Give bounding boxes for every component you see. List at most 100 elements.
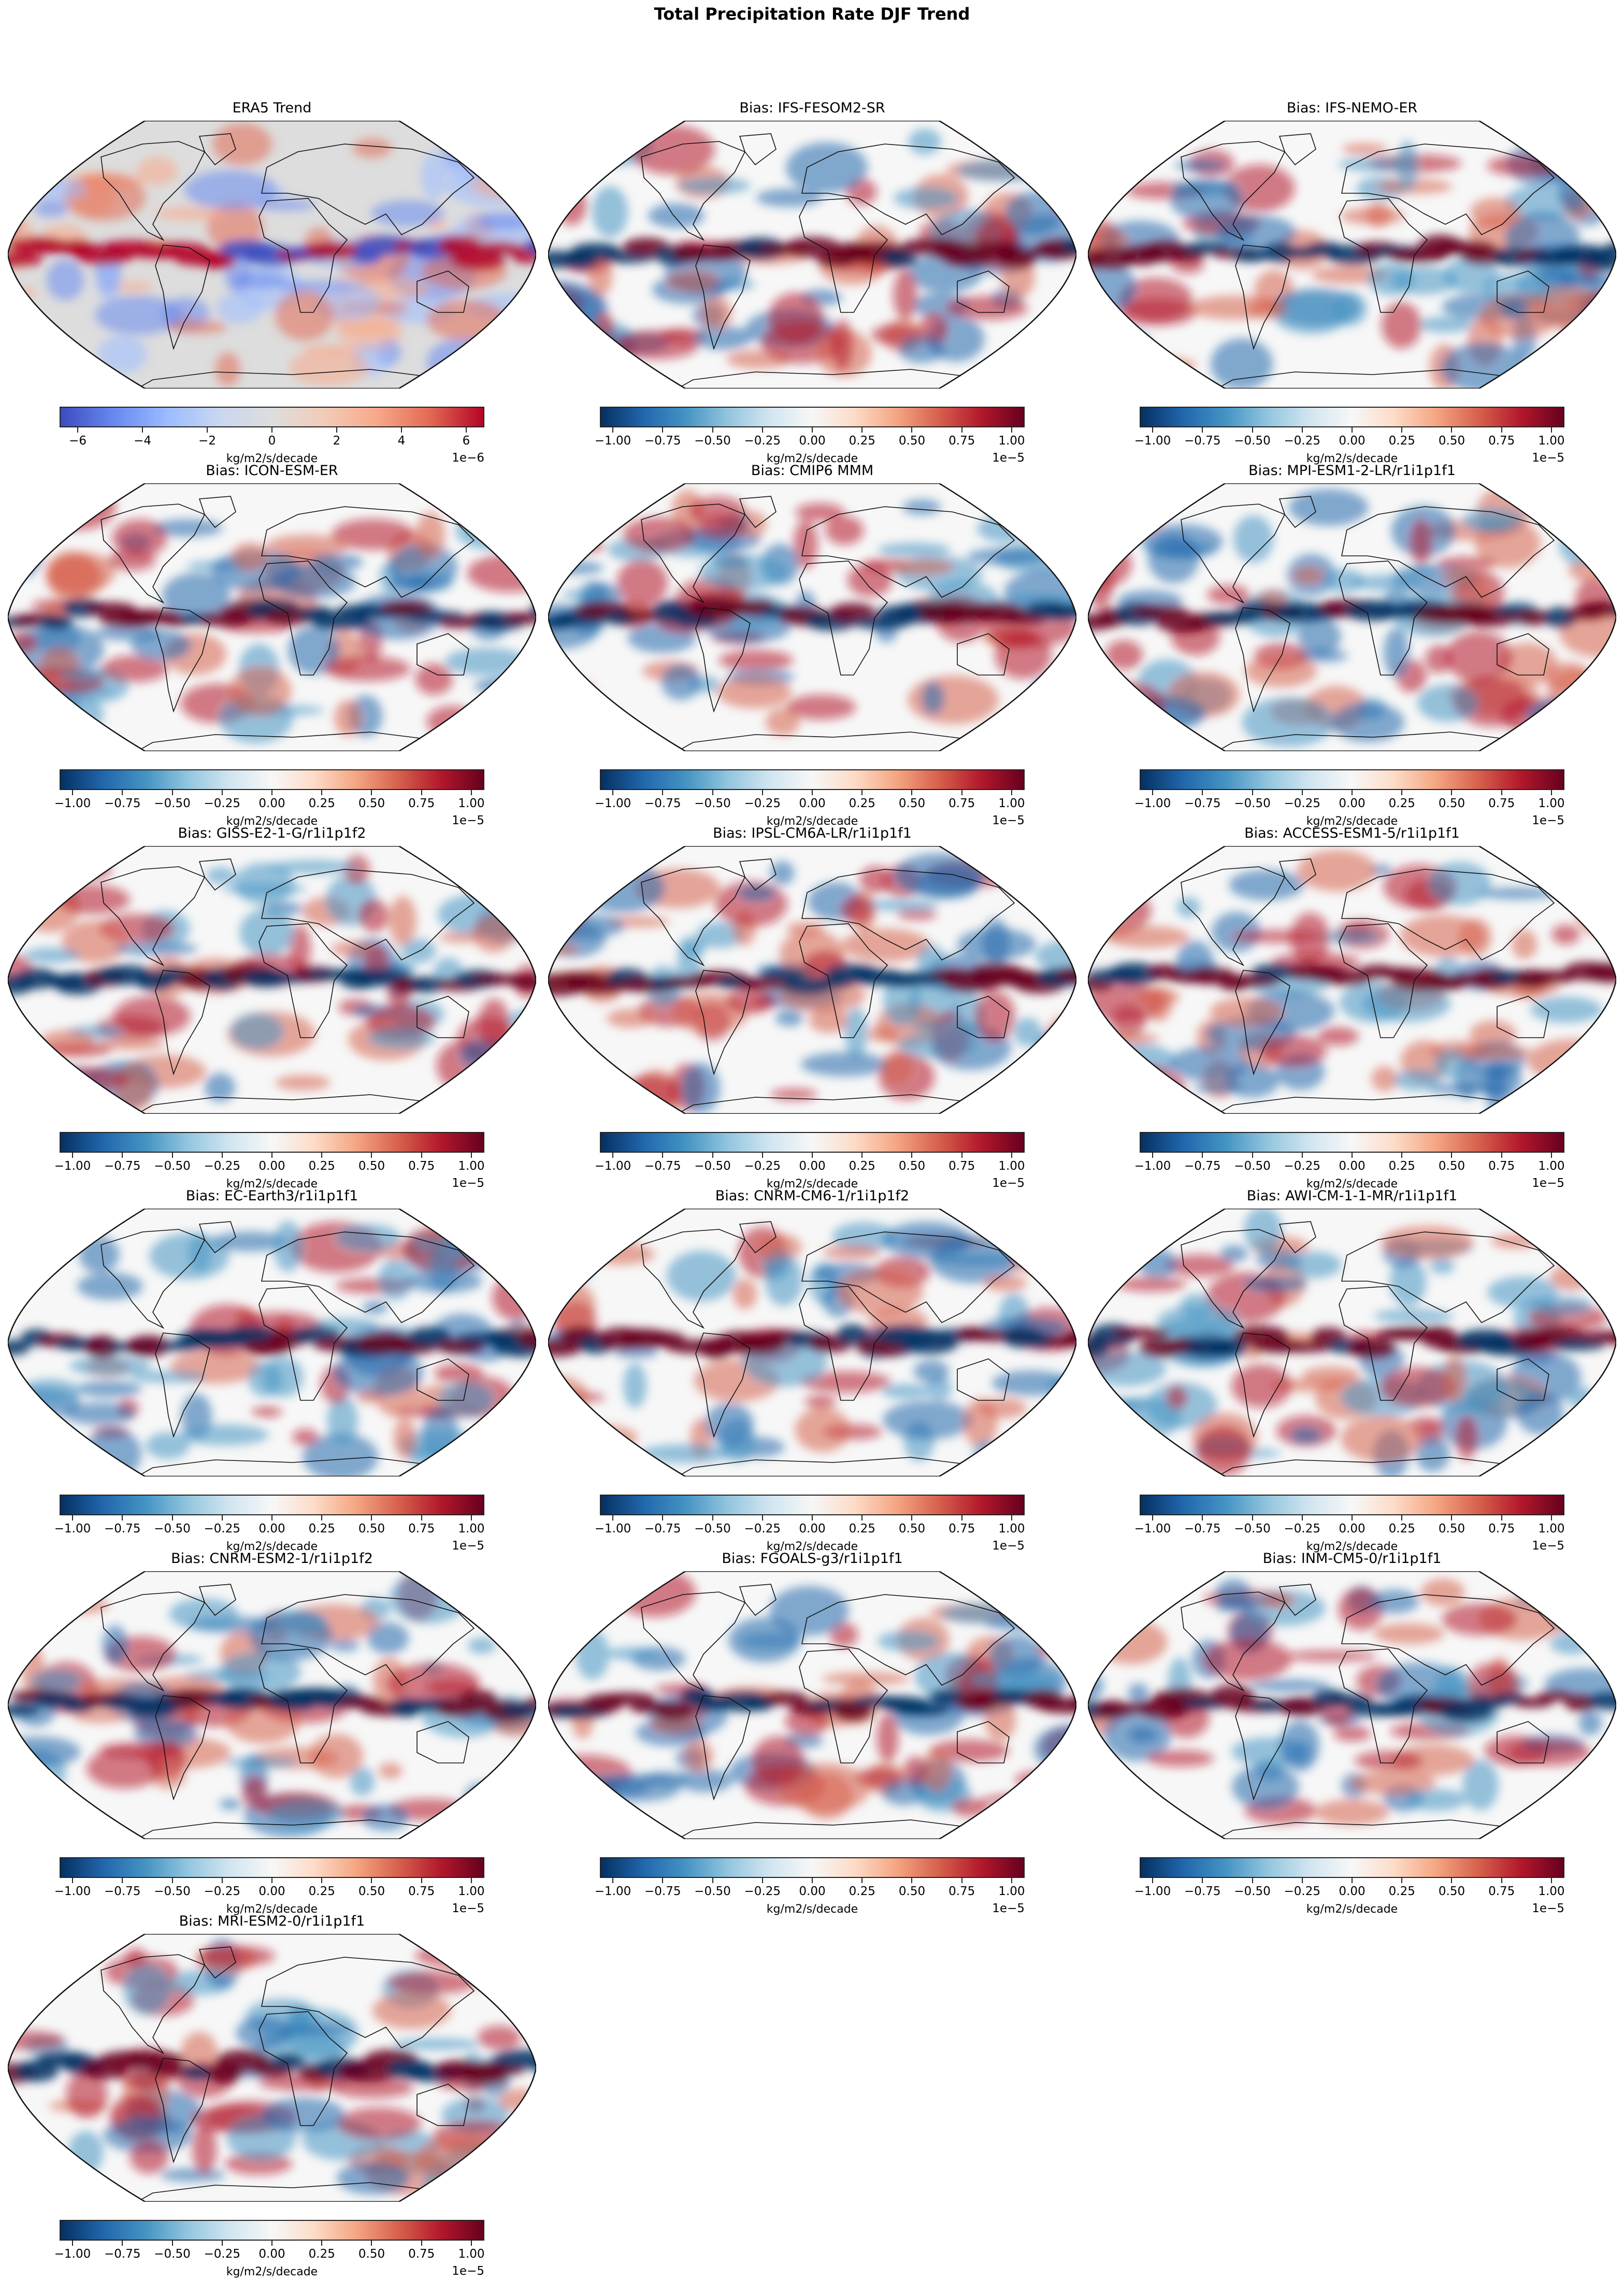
colorbar-tick xyxy=(1152,427,1154,433)
colorbar-tick xyxy=(421,2241,422,2246)
colorbar-offset-text: 1e−5 xyxy=(992,814,1025,827)
colorbar-tick-label: −0.25 xyxy=(744,797,781,810)
field-blob xyxy=(586,1243,655,1265)
colorbar-tick-label: −0.50 xyxy=(1234,1522,1271,1536)
colorbar xyxy=(1140,407,1564,427)
colorbar-tick-label: −1.00 xyxy=(1134,1885,1171,1898)
field-blob xyxy=(832,1222,896,1252)
field-blob xyxy=(224,1757,297,1768)
colorbar-offset-text: 1e−5 xyxy=(992,1539,1025,1553)
colorbar-tick xyxy=(1252,790,1253,795)
colorbar-tick-label: −0.50 xyxy=(154,2247,191,2261)
colorbar-tick xyxy=(1011,790,1012,795)
field-blob xyxy=(476,1954,519,1967)
field-blob xyxy=(563,589,604,600)
field-blob xyxy=(167,320,227,334)
itcz-blob xyxy=(304,242,365,259)
field-blob xyxy=(1415,1436,1450,1472)
field-blob xyxy=(269,860,359,874)
field-blob xyxy=(1352,575,1421,591)
field-blob xyxy=(8,520,39,572)
field-blob xyxy=(1564,1584,1616,1615)
colorbar-tick xyxy=(122,2241,123,2246)
colorbar-tick xyxy=(1550,427,1552,433)
colorbar-tick-label: −0.75 xyxy=(104,1885,141,1898)
field-blob xyxy=(371,200,444,227)
field-blob xyxy=(275,290,335,341)
field-blob xyxy=(10,2165,89,2195)
colorbar-tick xyxy=(1202,427,1203,433)
field-blob xyxy=(50,1067,131,1091)
colorbar-tick-label: −0.50 xyxy=(154,1522,191,1536)
field-blob xyxy=(1175,160,1226,172)
field-blob xyxy=(269,1798,344,1830)
field-blob xyxy=(1568,167,1616,182)
field-blob xyxy=(204,1072,236,1102)
map-frame xyxy=(1088,1571,1616,1839)
field-blob xyxy=(1405,565,1435,577)
field-blob xyxy=(1292,567,1325,584)
colorbar-tick-label: 0.75 xyxy=(948,434,975,448)
field-blob xyxy=(913,1359,950,1383)
colorbar-label: kg/m2/s/decade xyxy=(226,1178,318,1190)
field-blob xyxy=(678,936,707,957)
field-blob xyxy=(770,1088,817,1101)
field-blob xyxy=(337,2107,422,2140)
field-blob xyxy=(58,1584,81,1603)
field-blob xyxy=(48,552,116,592)
colorbar-offset-text: 1e−5 xyxy=(992,451,1025,465)
field-blob xyxy=(1219,1245,1248,1263)
colorbar-tick xyxy=(961,427,962,433)
colorbar-tick-label: 0.25 xyxy=(1388,434,1415,448)
colorbar xyxy=(600,1857,1025,1878)
field-blob xyxy=(368,1027,435,1049)
field-blob xyxy=(681,1063,721,1113)
field-blob xyxy=(1534,1296,1592,1315)
field-blob xyxy=(1506,1739,1591,1766)
field-blob xyxy=(248,1361,282,1397)
field-blob xyxy=(732,1279,757,1310)
field-blob xyxy=(206,867,236,884)
field-blob xyxy=(392,2038,480,2050)
field-blob xyxy=(98,335,147,374)
field-blob xyxy=(289,350,369,386)
field-blob xyxy=(804,1395,837,1409)
map-frame xyxy=(8,121,536,389)
colorbar-tick-label: 0 xyxy=(268,434,276,448)
colorbar-tick xyxy=(961,790,962,795)
itcz-blob xyxy=(128,2052,186,2068)
itcz-blob xyxy=(510,973,536,991)
colorbar-tick xyxy=(612,1515,614,1520)
colorbar-tick-label: 0.00 xyxy=(258,1522,285,1536)
field-blob xyxy=(1106,1452,1184,1462)
field-blob xyxy=(12,867,65,901)
field-blob xyxy=(378,1259,413,1300)
map-frame xyxy=(8,1934,536,2202)
field-blob xyxy=(991,1370,1071,1396)
field-blob xyxy=(809,1007,850,1034)
panel-title: Bias: EC-Earth3/r1i1p1f1 xyxy=(185,1188,358,1204)
field-blob xyxy=(162,572,231,620)
colorbar-tick-label: 0.00 xyxy=(258,797,285,810)
field-blob xyxy=(22,1439,77,1459)
colorbar-tick-label: −0.25 xyxy=(204,2247,240,2261)
colorbar-tick-label: 4 xyxy=(397,434,406,448)
itcz-blob xyxy=(1056,965,1076,983)
field-blob xyxy=(562,145,588,159)
field-blob xyxy=(786,694,856,720)
field-blob xyxy=(1383,627,1410,678)
field-blob xyxy=(562,1227,637,1245)
field-blob xyxy=(415,512,445,557)
field-blob xyxy=(786,142,868,194)
colorbar-tick xyxy=(72,1153,74,1158)
field-blob xyxy=(894,187,959,210)
colorbar-tick xyxy=(221,1878,223,1883)
field-blob xyxy=(890,559,954,575)
figure-title: Total Precipitation Rate DJF Trend xyxy=(654,4,970,24)
colorbar-tick-label: −1.00 xyxy=(594,1522,631,1536)
colorbar-tick xyxy=(221,790,223,795)
field-blob xyxy=(388,1971,476,1995)
colorbar-offset-text: 1e−5 xyxy=(452,2264,484,2278)
field-blob xyxy=(1437,556,1496,570)
field-blob xyxy=(592,186,628,238)
